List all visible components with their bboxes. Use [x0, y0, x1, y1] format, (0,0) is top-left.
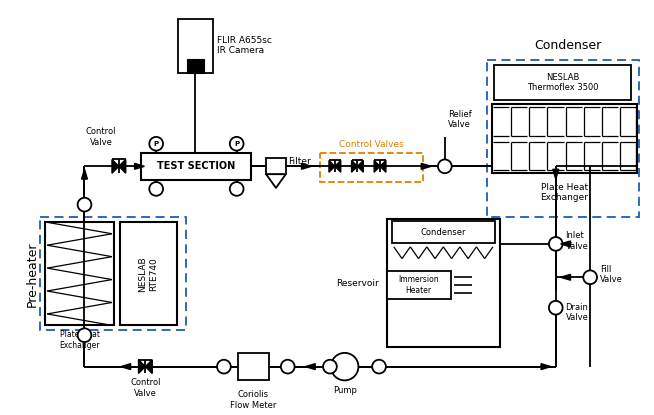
Polygon shape: [145, 360, 152, 374]
Bar: [45, 222, 114, 325]
Text: Inlet
Valve: Inlet Valve: [566, 231, 589, 251]
Polygon shape: [560, 241, 570, 247]
Polygon shape: [553, 169, 559, 179]
Bar: [392, 221, 495, 243]
Polygon shape: [301, 164, 311, 169]
Circle shape: [78, 328, 92, 342]
Text: Reservoir: Reservoir: [336, 278, 379, 288]
Circle shape: [372, 360, 386, 374]
Polygon shape: [139, 360, 145, 374]
Circle shape: [149, 182, 163, 196]
Text: Control
Valve: Control Valve: [86, 127, 116, 146]
Text: Condenser: Condenser: [534, 39, 602, 52]
Bar: [492, 105, 637, 173]
Polygon shape: [266, 174, 286, 188]
Polygon shape: [380, 161, 386, 172]
Circle shape: [331, 353, 358, 381]
Bar: [141, 153, 251, 180]
Polygon shape: [421, 164, 431, 169]
Polygon shape: [119, 159, 126, 173]
Polygon shape: [112, 159, 119, 173]
Bar: [237, 353, 269, 381]
Bar: [41, 217, 186, 330]
Circle shape: [78, 198, 92, 212]
Text: NESLAB
Thermoflex 3500: NESLAB Thermoflex 3500: [527, 73, 598, 92]
Text: Relief
Valve: Relief Valve: [448, 110, 472, 129]
Circle shape: [217, 360, 231, 374]
Circle shape: [149, 137, 163, 151]
Bar: [487, 60, 639, 217]
Polygon shape: [135, 164, 145, 169]
Text: Coriolis
Flow Meter: Coriolis Flow Meter: [230, 390, 277, 410]
Circle shape: [549, 301, 562, 315]
Bar: [494, 65, 631, 100]
Bar: [120, 222, 177, 325]
Polygon shape: [541, 364, 551, 370]
Text: Plate Heat
Exchanger: Plate Heat Exchanger: [60, 330, 100, 350]
Circle shape: [583, 271, 597, 284]
Text: TEST SECTION: TEST SECTION: [158, 161, 235, 171]
Text: Condenser: Condenser: [421, 227, 466, 237]
Polygon shape: [358, 161, 364, 172]
Circle shape: [549, 237, 562, 251]
Text: Control Valves: Control Valves: [339, 140, 404, 149]
Text: P: P: [234, 141, 239, 147]
Bar: [178, 19, 213, 73]
Polygon shape: [560, 274, 570, 280]
Polygon shape: [335, 161, 341, 172]
Text: Control
Valve: Control Valve: [130, 378, 161, 398]
Text: Pump: Pump: [333, 386, 356, 395]
Text: Pre-heater: Pre-heater: [26, 241, 39, 307]
Bar: [387, 220, 500, 347]
Polygon shape: [374, 161, 380, 172]
Circle shape: [281, 360, 294, 374]
Circle shape: [230, 137, 243, 151]
Text: Filter: Filter: [288, 157, 311, 166]
Text: Plate Heat
Exchanger: Plate Heat Exchanger: [541, 183, 589, 203]
Polygon shape: [352, 161, 358, 172]
Polygon shape: [121, 364, 131, 370]
Text: P: P: [154, 141, 159, 147]
Bar: [186, 59, 204, 73]
Polygon shape: [329, 161, 335, 172]
Bar: [387, 271, 451, 299]
Text: Immersion
Heater: Immersion Heater: [398, 276, 439, 295]
Text: FLIR A655sc
IR Camera: FLIR A655sc IR Camera: [217, 36, 272, 55]
Text: NESLAB
RTE740: NESLAB RTE740: [139, 256, 158, 292]
Bar: [320, 153, 423, 182]
Text: Fill
Valve: Fill Valve: [600, 265, 623, 284]
Circle shape: [323, 360, 337, 374]
Text: Drain
Valve: Drain Valve: [566, 303, 589, 322]
Polygon shape: [82, 169, 88, 179]
Circle shape: [230, 182, 243, 196]
Polygon shape: [305, 364, 315, 370]
Bar: [266, 159, 286, 174]
Circle shape: [438, 159, 452, 173]
